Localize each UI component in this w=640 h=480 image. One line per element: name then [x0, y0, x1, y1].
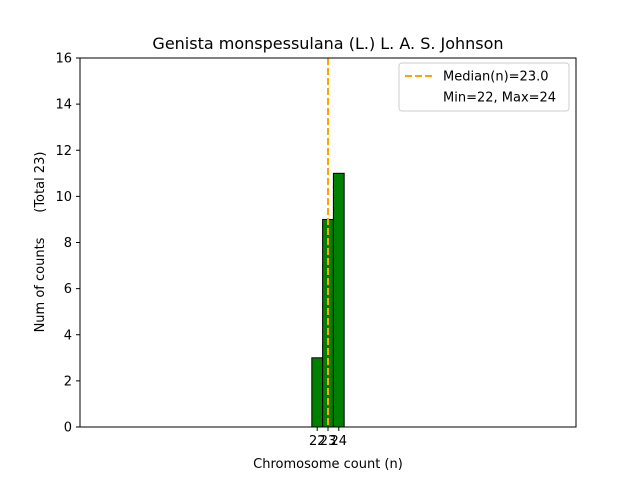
y-tick-label-8: 8 [64, 236, 72, 251]
y-tick-label-12: 12 [55, 144, 72, 159]
legend-label-1: Min=22, Max=24 [443, 91, 556, 106]
y-tick-label-6: 6 [64, 282, 72, 297]
chart-title: Genista monspessulana (L.) L. A. S. John… [152, 34, 503, 53]
legend-label-0: Median(n)=23.0 [443, 70, 549, 85]
y-tick-label-16: 16 [55, 52, 72, 67]
bar-24 [332, 172, 345, 428]
y-tick-label-4: 4 [64, 328, 72, 343]
x-tick-label-24: 24 [331, 434, 348, 449]
legend-box [398, 62, 570, 112]
y-tick-label-0: 0 [64, 421, 72, 436]
y-tick-label-14: 14 [55, 98, 72, 113]
x-tick-label-22: 22 [309, 434, 326, 449]
x-tick-label-23: 23 [320, 434, 337, 449]
bar-22 [311, 357, 324, 428]
legend: Median(n)=23.0 Min=22, Max=24 [398, 62, 570, 112]
y-tick-label-2: 2 [64, 374, 72, 389]
x-axis-label: Chromosome count (n) [253, 457, 403, 472]
y-axis-label: Num of counts (Total 23) [33, 152, 48, 333]
y-tick-label-10: 10 [55, 190, 72, 205]
